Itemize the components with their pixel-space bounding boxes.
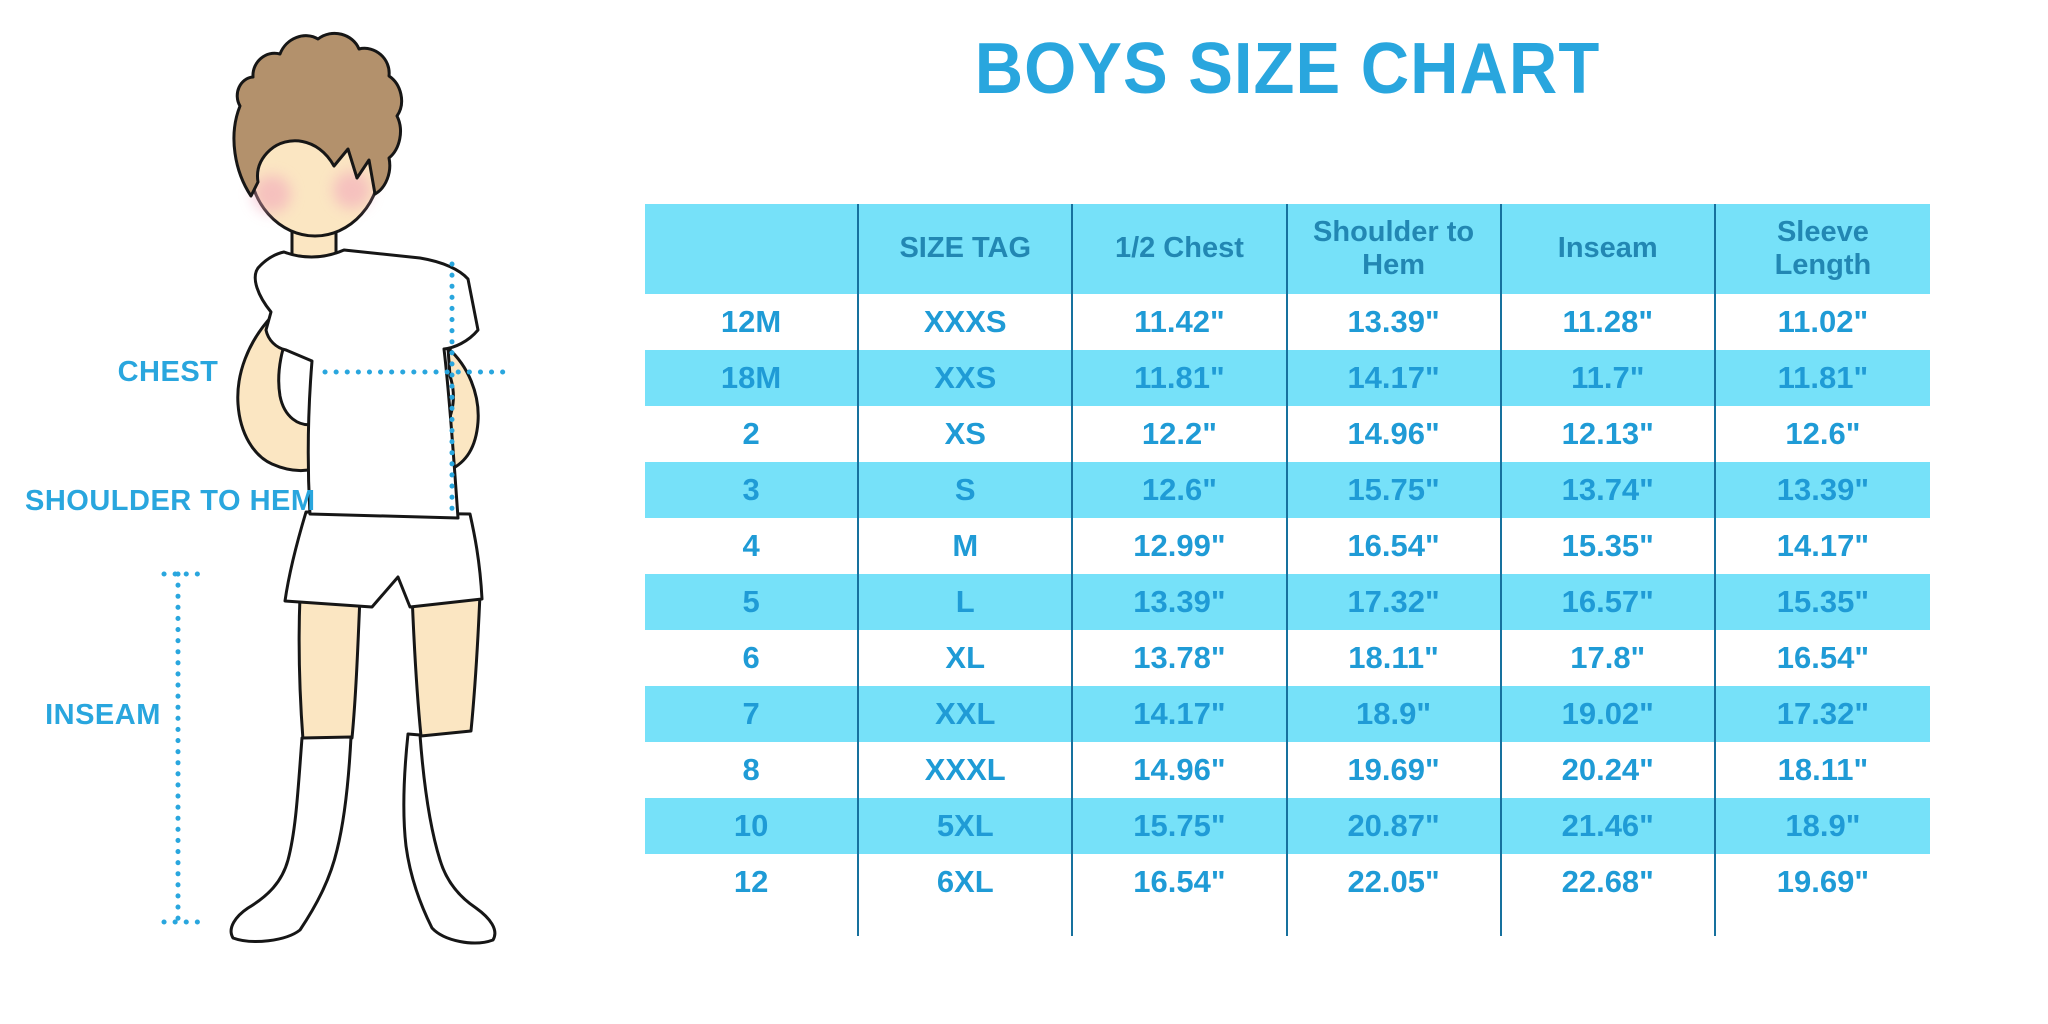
boy-left-cheek bbox=[253, 175, 291, 213]
size-value-cell: 22.68" bbox=[1502, 854, 1716, 910]
size-value-cell: 12.2" bbox=[1073, 406, 1288, 462]
boy-right-cheek bbox=[333, 171, 371, 209]
size-value-cell: 19.02" bbox=[1501, 686, 1716, 742]
size-value-cell: XXXL bbox=[859, 742, 1074, 798]
column-header: Shoulder to Hem bbox=[1287, 204, 1502, 294]
size-value-cell: 13.39" bbox=[1288, 294, 1502, 350]
row-size-label: 3 bbox=[645, 462, 860, 518]
size-value-cell: 15.75" bbox=[1073, 798, 1288, 854]
size-value-cell: 12.6" bbox=[1073, 462, 1288, 518]
size-value-cell: 21.46" bbox=[1501, 798, 1716, 854]
grid-line-extension bbox=[645, 910, 860, 936]
size-value-cell: 16.54" bbox=[1288, 518, 1502, 574]
grid-line-extension bbox=[1073, 910, 1288, 936]
column-header: Inseam bbox=[1501, 204, 1716, 294]
size-value-cell: 22.05" bbox=[1288, 854, 1502, 910]
column-header bbox=[645, 204, 860, 294]
size-value-cell: 14.96" bbox=[1288, 406, 1502, 462]
row-size-label: 18M bbox=[645, 350, 860, 406]
grid-line-extension bbox=[859, 910, 1074, 936]
size-value-cell: 14.17" bbox=[1776, 528, 1870, 563]
boy-left-arm bbox=[236, 314, 318, 473]
size-value-cell: XS bbox=[859, 406, 1074, 462]
row-size-label: 6 bbox=[645, 630, 860, 686]
size-value-cell: 15.35" bbox=[1715, 574, 1930, 630]
size-value-cell: 14.17" bbox=[1287, 350, 1502, 406]
row-size-label: 12 bbox=[645, 854, 860, 910]
size-value-cell: 12.13" bbox=[1502, 406, 1716, 462]
size-value-cell: M bbox=[859, 518, 1074, 574]
size-value-cell: XL bbox=[859, 630, 1074, 686]
boy-shorts bbox=[283, 510, 484, 609]
column-header: SIZE TAG bbox=[859, 204, 1074, 294]
size-value-cell: 11.81" bbox=[1073, 350, 1288, 406]
size-value-cell: 11.02" bbox=[1777, 304, 1869, 339]
size-value-cell: 12.6" bbox=[1785, 416, 1861, 451]
boy-measurement-illustration bbox=[161, 31, 506, 945]
size-value-cell: 13.39" bbox=[1715, 462, 1930, 518]
page-title: BOYS SIZE CHART bbox=[974, 27, 1601, 109]
boy-hair bbox=[232, 31, 404, 198]
chest-label: CHEST bbox=[117, 356, 219, 388]
boy-right-leg bbox=[410, 592, 482, 738]
size-value-cell: 19.69" bbox=[1288, 742, 1502, 798]
size-value-cell: 5XL bbox=[859, 798, 1074, 854]
inseam-label: INSEAM bbox=[45, 699, 161, 731]
size-value-cell: 16.54" bbox=[1073, 854, 1288, 910]
size-value-cell: 11.81" bbox=[1715, 350, 1930, 406]
boy-right-sock bbox=[402, 732, 497, 945]
grid-line-extension bbox=[1716, 910, 1930, 936]
size-value-cell: 15.75" bbox=[1287, 462, 1502, 518]
size-value-cell: 15.35" bbox=[1502, 518, 1716, 574]
column-header: Sleeve Length bbox=[1715, 204, 1930, 294]
grid-line-extension bbox=[1288, 910, 1502, 936]
size-value-cell: 18.9" bbox=[1287, 686, 1502, 742]
size-value-cell: 14.17" bbox=[1073, 686, 1288, 742]
size-value-cell: 17.32" bbox=[1715, 686, 1930, 742]
size-value-cell: 18.9" bbox=[1715, 798, 1930, 854]
row-size-label: 4 bbox=[645, 518, 860, 574]
size-value-cell: 6XL bbox=[859, 854, 1074, 910]
grid-line-extension bbox=[1502, 910, 1716, 936]
boy-tshirt bbox=[253, 248, 480, 520]
size-value-cell: S bbox=[859, 462, 1074, 518]
row-size-label: 10 bbox=[645, 798, 860, 854]
row-size-label: 7 bbox=[645, 686, 860, 742]
boy-left-sock bbox=[229, 735, 353, 943]
size-value-cell: 18.11" bbox=[1777, 752, 1869, 787]
size-table: SIZE TAG 1/2 Chest Shoulder to Hem Inseam Sl… bbox=[645, 204, 1930, 936]
size-value-cell: 20.87" bbox=[1287, 798, 1502, 854]
size-value-cell: 12.99" bbox=[1073, 518, 1288, 574]
column-header: 1/2 Chest bbox=[1073, 204, 1288, 294]
size-value-cell: 16.57" bbox=[1501, 574, 1716, 630]
size-value-cell: 13.74" bbox=[1501, 462, 1716, 518]
size-value-cell: 13.39" bbox=[1073, 574, 1288, 630]
row-size-label: 5 bbox=[645, 574, 860, 630]
row-size-label: 2 bbox=[645, 406, 860, 462]
size-value-cell: 11.42" bbox=[1073, 294, 1288, 350]
size-value-cell: 13.78" bbox=[1073, 630, 1288, 686]
size-value-cell: XXL bbox=[859, 686, 1074, 742]
size-value-cell: XXS bbox=[859, 350, 1074, 406]
size-value-cell: 14.96" bbox=[1073, 742, 1288, 798]
row-size-label: 8 bbox=[645, 742, 860, 798]
size-value-cell: 17.32" bbox=[1287, 574, 1502, 630]
size-value-cell: L bbox=[859, 574, 1074, 630]
shoulder-to-hem-label: SHOULDER TO HEM bbox=[25, 485, 316, 517]
size-value-cell: 11.28" bbox=[1502, 294, 1716, 350]
size-value-cell: 16.54" bbox=[1776, 640, 1870, 675]
boy-left-leg bbox=[297, 594, 362, 742]
size-value-cell: 20.24" bbox=[1502, 742, 1716, 798]
row-size-label: 12M bbox=[645, 294, 860, 350]
size-value-cell: 19.69" bbox=[1776, 864, 1870, 899]
size-value-cell: 17.8" bbox=[1502, 630, 1716, 686]
size-value-cell: 18.11" bbox=[1288, 630, 1502, 686]
size-value-cell: XXXS bbox=[859, 294, 1074, 350]
size-value-cell: 11.7" bbox=[1501, 350, 1716, 406]
